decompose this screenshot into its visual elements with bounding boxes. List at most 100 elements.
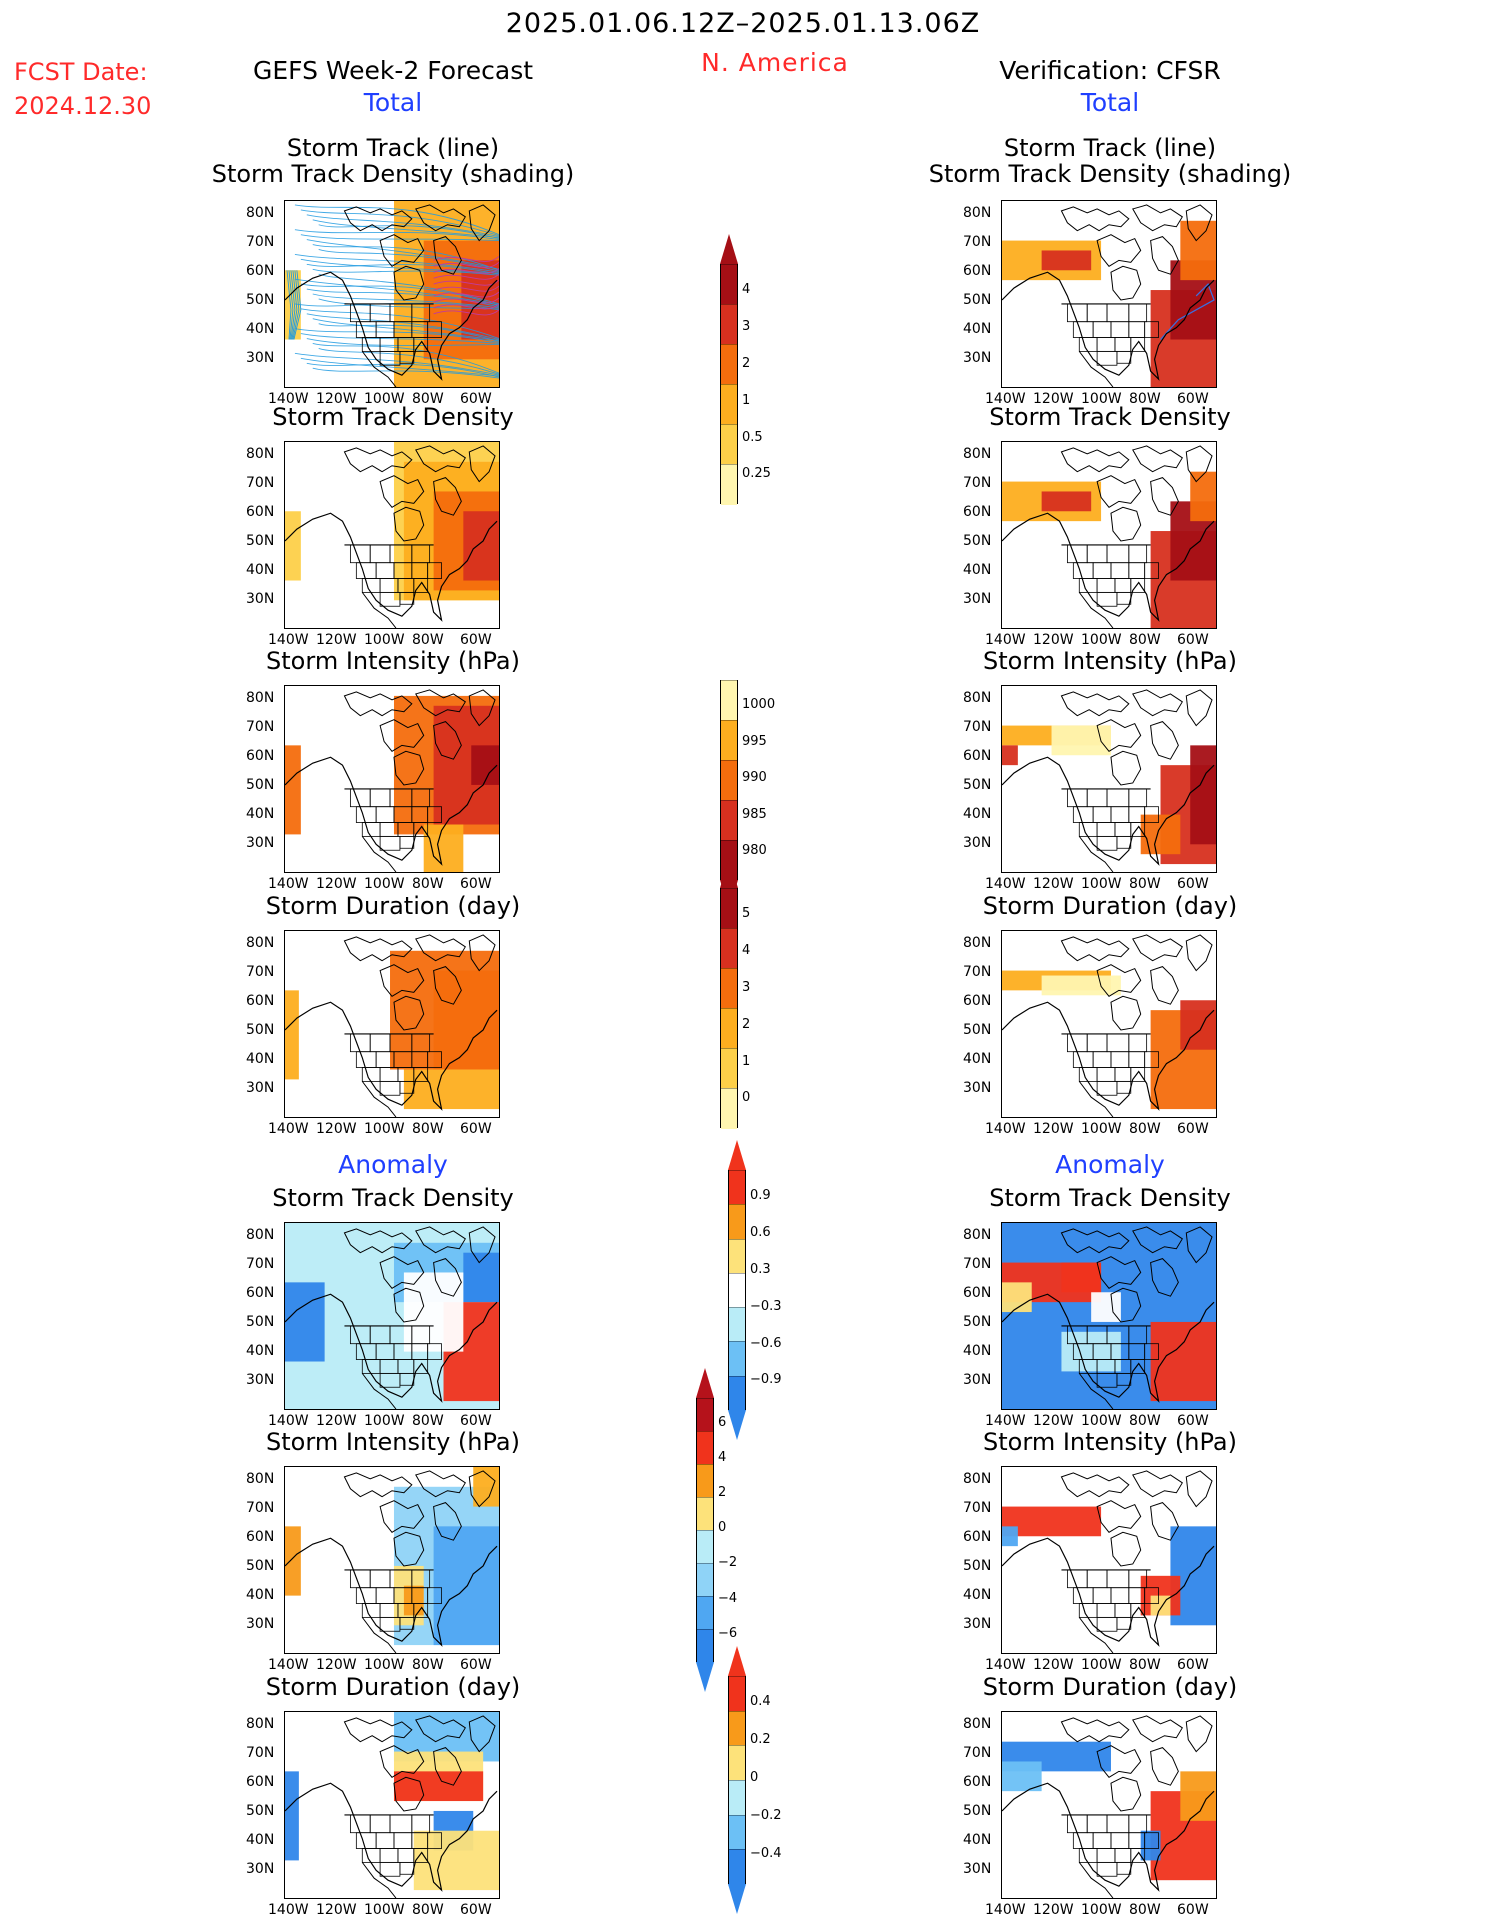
- duration-colorbar-label: 4: [742, 942, 751, 958]
- right-panel-6-lon-label: 120W: [1033, 1657, 1074, 1673]
- left-panel-7-lat-label: 50N: [246, 1803, 275, 1819]
- track-density-colorbar-top-arrow: [720, 234, 738, 264]
- duration-colorbar-segment: [721, 1048, 737, 1089]
- right-panel-6-shade-1: [1002, 1506, 1102, 1537]
- right-column-title: Verification: CFSR: [999, 56, 1221, 85]
- left-panel-2-lat-label: 70N: [246, 475, 275, 491]
- duration-colorbar-label: 0: [742, 1090, 751, 1106]
- left-panel-1-lon-label: 120W: [316, 391, 357, 407]
- left-panel-3-lat-label: 50N: [246, 777, 275, 793]
- right-panel-1-lon-label: 80W: [1129, 391, 1161, 407]
- right-panel-3-basemap: [1002, 689, 1215, 872]
- right-panel-2-lat-label: 50N: [963, 533, 992, 549]
- right-panel-4-lat-label: 70N: [963, 964, 992, 980]
- right-panel-5-shade-6: [1150, 1321, 1216, 1402]
- right-panel-6-lat-label: 40N: [963, 1587, 992, 1603]
- anomaly-intensity-colorbar-segment: [697, 1464, 713, 1498]
- left-panel-7-lon-label: 140W: [268, 1902, 309, 1918]
- anomaly-intensity-colorbar-top-arrow: [696, 1368, 714, 1398]
- left-panel-1-lon-label: 100W: [364, 391, 405, 407]
- left-panel-3-lon-label: 140W: [268, 876, 309, 892]
- left-panel-4-shade-3: [433, 970, 499, 1070]
- left-panel-2-title: Storm Track Density: [272, 403, 514, 431]
- right-panel-4-lon-label: 120W: [1033, 1121, 1074, 1137]
- right-panel-5-lat-label: 30N: [963, 1372, 992, 1388]
- intensity-colorbar-label: 990: [742, 770, 767, 786]
- anomaly-intensity-colorbar-bottom-arrow: [696, 1662, 714, 1692]
- duration-colorbar-segment: [721, 888, 737, 929]
- anomaly-intensity-colorbar-label: 4: [718, 1449, 727, 1465]
- right-panel-3-lat-label: 50N: [963, 777, 992, 793]
- right-panel-7-lat-label: 30N: [963, 1861, 992, 1877]
- left-panel-6-shade-6: [403, 1585, 424, 1616]
- duration-colorbar-segment: [721, 928, 737, 969]
- right-panel-5-lat-label: 80N: [963, 1227, 992, 1243]
- left-panel-5-shade-6: [403, 1272, 464, 1352]
- right-panel-7-lat-label: 60N: [963, 1774, 992, 1790]
- left-panel-5-lat-label: 50N: [246, 1314, 275, 1330]
- left-panel-7-lat-label: 80N: [246, 1716, 275, 1732]
- right-panel-7-shade-2: [1002, 1761, 1042, 1792]
- right-panel-2-lat-label: 60N: [963, 504, 992, 520]
- right-panel-3-shade-3: [1002, 745, 1018, 766]
- left-panel-5-lon-label: 140W: [268, 1413, 309, 1429]
- left-panel-4-title: Storm Duration (day): [265, 892, 521, 920]
- track-density-colorbar-segment: [721, 264, 737, 305]
- left-panel-2-lon-label: 60W: [460, 632, 492, 648]
- anomaly-density-colorbar-bottom-arrow: [728, 1410, 746, 1440]
- left-panel-4-lat-label: 50N: [246, 1022, 275, 1038]
- left-panel-4-map: [284, 930, 500, 1118]
- left-panel-2-lat-label: 50N: [246, 533, 275, 549]
- left-panel-4-basemap: [285, 934, 498, 1117]
- right-panel-1-lat-label: 30N: [963, 350, 992, 366]
- track-density-colorbar-label: 0.25: [742, 466, 771, 482]
- left-panel-5-basemap: [285, 1226, 498, 1409]
- left-panel-5-title: Storm Track Density: [272, 1184, 514, 1212]
- left-panel-1-lat-label: 70N: [246, 234, 275, 250]
- left-panel-7-title: Storm Duration (day): [265, 1673, 521, 1701]
- left-panel-3-lat-label: 30N: [246, 835, 275, 851]
- right-panel-6-lat-label: 80N: [963, 1471, 992, 1487]
- right-panel-6-title: Storm Intensity (hPa): [983, 1428, 1237, 1456]
- right-panel-6-basemap: [1002, 1470, 1215, 1653]
- right-panel-1-shade-2: [1041, 250, 1092, 271]
- right-panel-3-lon-label: 140W: [985, 876, 1026, 892]
- left-panel-5-lon-label: 120W: [316, 1413, 357, 1429]
- anomaly-density-colorbar-segment: [729, 1307, 745, 1343]
- right-anomaly-label: Anomaly: [1055, 1150, 1165, 1179]
- duration-colorbar-label: 1: [742, 1053, 751, 1069]
- right-panel-5-lon-label: 60W: [1177, 1413, 1209, 1429]
- right-panel-2-lat-label: 70N: [963, 475, 992, 491]
- right-panel-5-basemap: [1002, 1226, 1215, 1409]
- right-panel-1-basemap: [1002, 204, 1215, 387]
- anomaly-duration-colorbar-top-arrow: [728, 1646, 746, 1676]
- duration-colorbar-top-arrow: [720, 858, 738, 888]
- track-density-colorbar-segment: [721, 304, 737, 345]
- right-panel-2-lat-label: 40N: [963, 562, 992, 578]
- left-panel-1-lat-label: 30N: [246, 350, 275, 366]
- intensity-colorbar-segment: [721, 800, 737, 841]
- left-panel-4-lat-label: 60N: [246, 993, 275, 1009]
- right-panel-1-shade-5: [1180, 220, 1216, 281]
- right-panel-6-lat-label: 50N: [963, 1558, 992, 1574]
- right-panel-3-lon-label: 80W: [1129, 876, 1161, 892]
- right-panel-6-lon-label: 100W: [1081, 1657, 1122, 1673]
- track-density-colorbar-segment: [721, 344, 737, 385]
- anomaly-intensity-colorbar-segment: [697, 1398, 713, 1432]
- right-panel-5-title: Storm Track Density: [989, 1184, 1231, 1212]
- right-panel-5-lon-label: 100W: [1081, 1413, 1122, 1429]
- region-title: N. America: [701, 48, 849, 77]
- right-panel-4-lat-label: 50N: [963, 1022, 992, 1038]
- right-panel-2-map: [1001, 441, 1217, 629]
- right-panel-7-lat-label: 80N: [963, 1716, 992, 1732]
- left-panel-4-lon-label: 80W: [412, 1121, 444, 1137]
- left-panel-3-map: [284, 685, 500, 873]
- right-panel-3-lon-label: 60W: [1177, 876, 1209, 892]
- right-panel-5-map: [1001, 1222, 1217, 1410]
- intensity-colorbar: [720, 680, 738, 881]
- track-density-colorbar-segment: [721, 384, 737, 425]
- left-panel-7-basemap: [285, 1715, 498, 1898]
- right-panel-5-lat-label: 60N: [963, 1285, 992, 1301]
- intensity-colorbar-label: 995: [742, 733, 767, 749]
- right-panel-2-title: Storm Track Density: [989, 403, 1231, 431]
